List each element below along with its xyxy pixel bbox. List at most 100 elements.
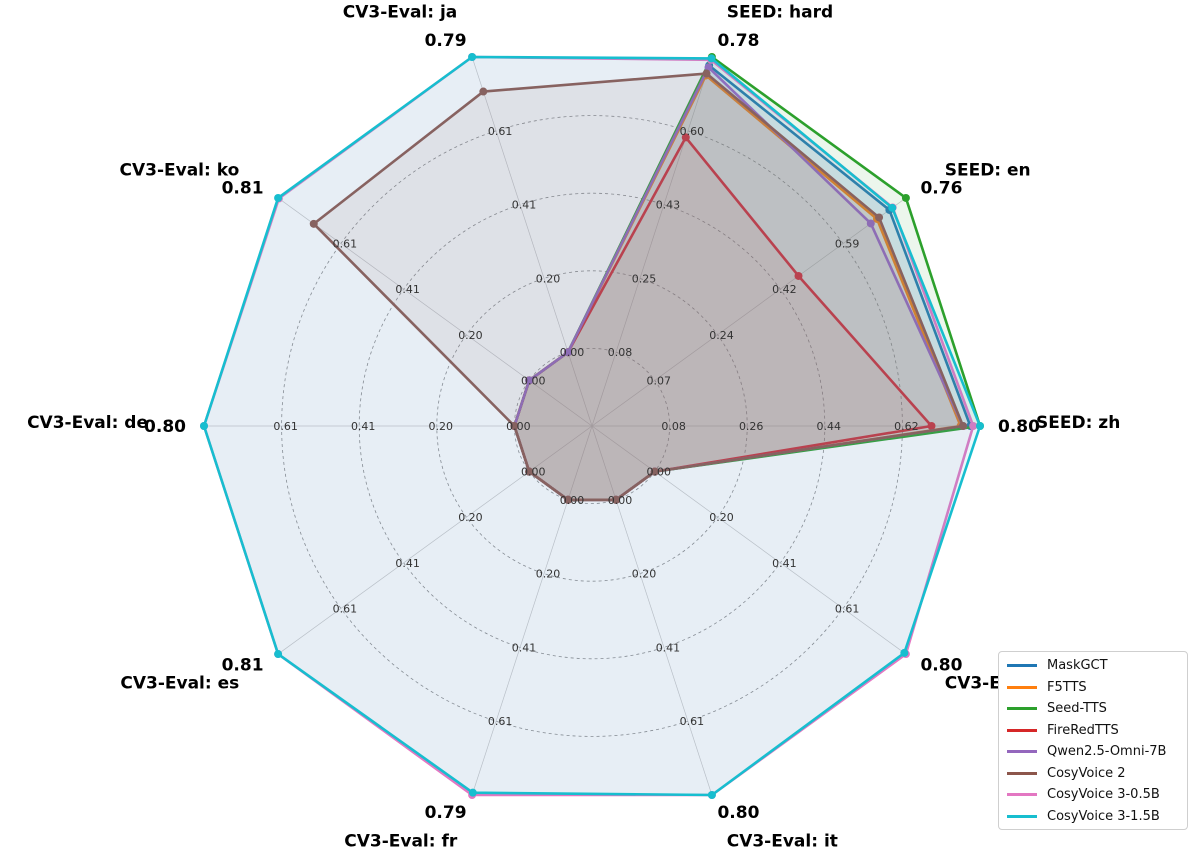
legend-swatch bbox=[1007, 771, 1037, 775]
legend-item: CosyVoice 3-1.5B bbox=[999, 806, 1187, 828]
axis-max-label: 0.81 bbox=[222, 178, 264, 198]
tick-label: 0.61 bbox=[488, 715, 513, 728]
data-point bbox=[274, 193, 283, 202]
legend-label: Qwen2.5-Omni-7B bbox=[1047, 744, 1167, 760]
axis-name: SEED: zh bbox=[1036, 413, 1120, 433]
axis-name: SEED: hard bbox=[727, 2, 833, 22]
tick-label: 0.44 bbox=[817, 420, 842, 433]
data-point bbox=[564, 348, 573, 357]
data-point bbox=[707, 54, 716, 63]
tick-label: 0.59 bbox=[835, 238, 860, 251]
data-point bbox=[564, 495, 573, 504]
data-point bbox=[704, 63, 713, 72]
tick-label: 0.00 bbox=[560, 346, 585, 359]
tick-label: 0.41 bbox=[772, 557, 797, 570]
tick-label: 0.60 bbox=[680, 125, 705, 138]
axis-spoke bbox=[591, 425, 907, 655]
tick-label: 0.20 bbox=[632, 568, 657, 581]
legend-swatch bbox=[1007, 728, 1037, 732]
legend-item: MaskGCT bbox=[999, 655, 1187, 677]
legend-label: CosyVoice 2 bbox=[1047, 765, 1126, 781]
data-point bbox=[875, 213, 884, 222]
axis-spoke bbox=[277, 197, 593, 427]
data-point bbox=[969, 422, 978, 430]
tick-label: 0.00 bbox=[647, 466, 672, 479]
tick-label: 0.20 bbox=[429, 420, 454, 433]
data-point bbox=[794, 271, 803, 280]
legend-label: FireRedTTS bbox=[1047, 722, 1119, 738]
tick-label: 0.61 bbox=[333, 602, 358, 615]
tick-label: 0.00 bbox=[506, 420, 531, 433]
legend-item: CosyVoice 3-0.5B bbox=[999, 784, 1187, 806]
axis-spoke bbox=[471, 425, 593, 796]
tick-label: 0.61 bbox=[835, 602, 860, 615]
tick-label: 0.20 bbox=[536, 272, 561, 285]
chart-legend: MaskGCT F5TTS Seed-TTS FireRedTTS Qwen2.5-Om… bbox=[998, 651, 1188, 830]
tick-label: 0.41 bbox=[512, 641, 537, 654]
tick-label: 0.20 bbox=[458, 329, 483, 342]
tick-label: 0.61 bbox=[488, 125, 513, 138]
tick-label: 0.00 bbox=[521, 466, 546, 479]
tick-label: 0.41 bbox=[512, 199, 537, 212]
legend-label: F5TTS bbox=[1047, 679, 1087, 695]
tick-label: 0.42 bbox=[772, 283, 797, 296]
tick-label: 0.41 bbox=[351, 420, 376, 433]
tick-label: 0.41 bbox=[395, 557, 420, 570]
legend-swatch bbox=[1007, 685, 1037, 689]
axis-max-label: 0.80 bbox=[717, 803, 759, 823]
legend-label: CosyVoice 3-1.5B bbox=[1047, 808, 1160, 824]
legend-label: CosyVoice 3-0.5B bbox=[1047, 787, 1160, 803]
axis-spoke bbox=[591, 425, 713, 796]
legend-swatch bbox=[1007, 750, 1037, 754]
axis-name: CV3-Eval: it bbox=[727, 832, 838, 852]
radar-grid bbox=[204, 56, 980, 796]
data-point bbox=[702, 69, 711, 78]
tick-label: 0.20 bbox=[536, 568, 561, 581]
axis-name: CV3-Eval: ja bbox=[343, 2, 458, 22]
tick-label: 0.61 bbox=[273, 420, 298, 433]
data-point bbox=[274, 650, 283, 659]
tick-label: 0.08 bbox=[661, 420, 686, 433]
legend-label: Seed-TTS bbox=[1047, 701, 1107, 717]
data-point bbox=[525, 376, 534, 385]
axis-max-label: 0.80 bbox=[144, 417, 186, 437]
data-point bbox=[611, 495, 620, 504]
axis-name: SEED: en bbox=[945, 161, 1031, 181]
tick-label: 0.00 bbox=[560, 494, 585, 507]
axis-name: CV3-Eval: fr bbox=[344, 832, 458, 852]
axis-max-label: 0.76 bbox=[920, 178, 962, 198]
data-point bbox=[900, 648, 909, 657]
tick-label: 0.24 bbox=[709, 329, 734, 342]
tick-label: 0.26 bbox=[739, 420, 764, 433]
data-point bbox=[976, 422, 984, 430]
data-point bbox=[707, 791, 716, 800]
data-point bbox=[681, 133, 690, 142]
legend-item: CosyVoice 2 bbox=[999, 763, 1187, 785]
legend-label: MaskGCT bbox=[1047, 658, 1108, 674]
data-point bbox=[479, 87, 488, 96]
tick-label: 0.07 bbox=[647, 374, 672, 387]
data-point bbox=[510, 422, 519, 430]
series-cosyvoice-2 bbox=[309, 69, 968, 504]
axis-max-label: 0.78 bbox=[717, 31, 759, 51]
tick-label: 0.25 bbox=[632, 272, 657, 285]
data-point bbox=[901, 193, 910, 202]
data-point bbox=[200, 422, 208, 430]
legend-item: Qwen2.5-Omni-7B bbox=[999, 741, 1187, 763]
axis-spoke bbox=[471, 56, 593, 427]
tick-label: 0.00 bbox=[608, 494, 633, 507]
axis-spoke bbox=[591, 56, 713, 427]
tick-label: 0.00 bbox=[521, 374, 546, 387]
axis-max-label: 0.79 bbox=[425, 803, 467, 823]
legend-item: Seed-TTS bbox=[999, 698, 1187, 720]
axis-spoke bbox=[591, 197, 907, 427]
data-point bbox=[309, 219, 318, 228]
axis-max-label: 0.79 bbox=[425, 31, 467, 51]
legend-swatch bbox=[1007, 707, 1037, 711]
tick-label: 0.61 bbox=[333, 238, 358, 251]
radar-labels: 0.08 0.26 0.44 0.62 0.07 0.24 0.42 0.59 0.08 0.25… bbox=[27, 2, 1120, 851]
legend-item: F5TTS bbox=[999, 677, 1187, 699]
data-point bbox=[525, 467, 534, 476]
tick-label: 0.20 bbox=[458, 511, 483, 524]
